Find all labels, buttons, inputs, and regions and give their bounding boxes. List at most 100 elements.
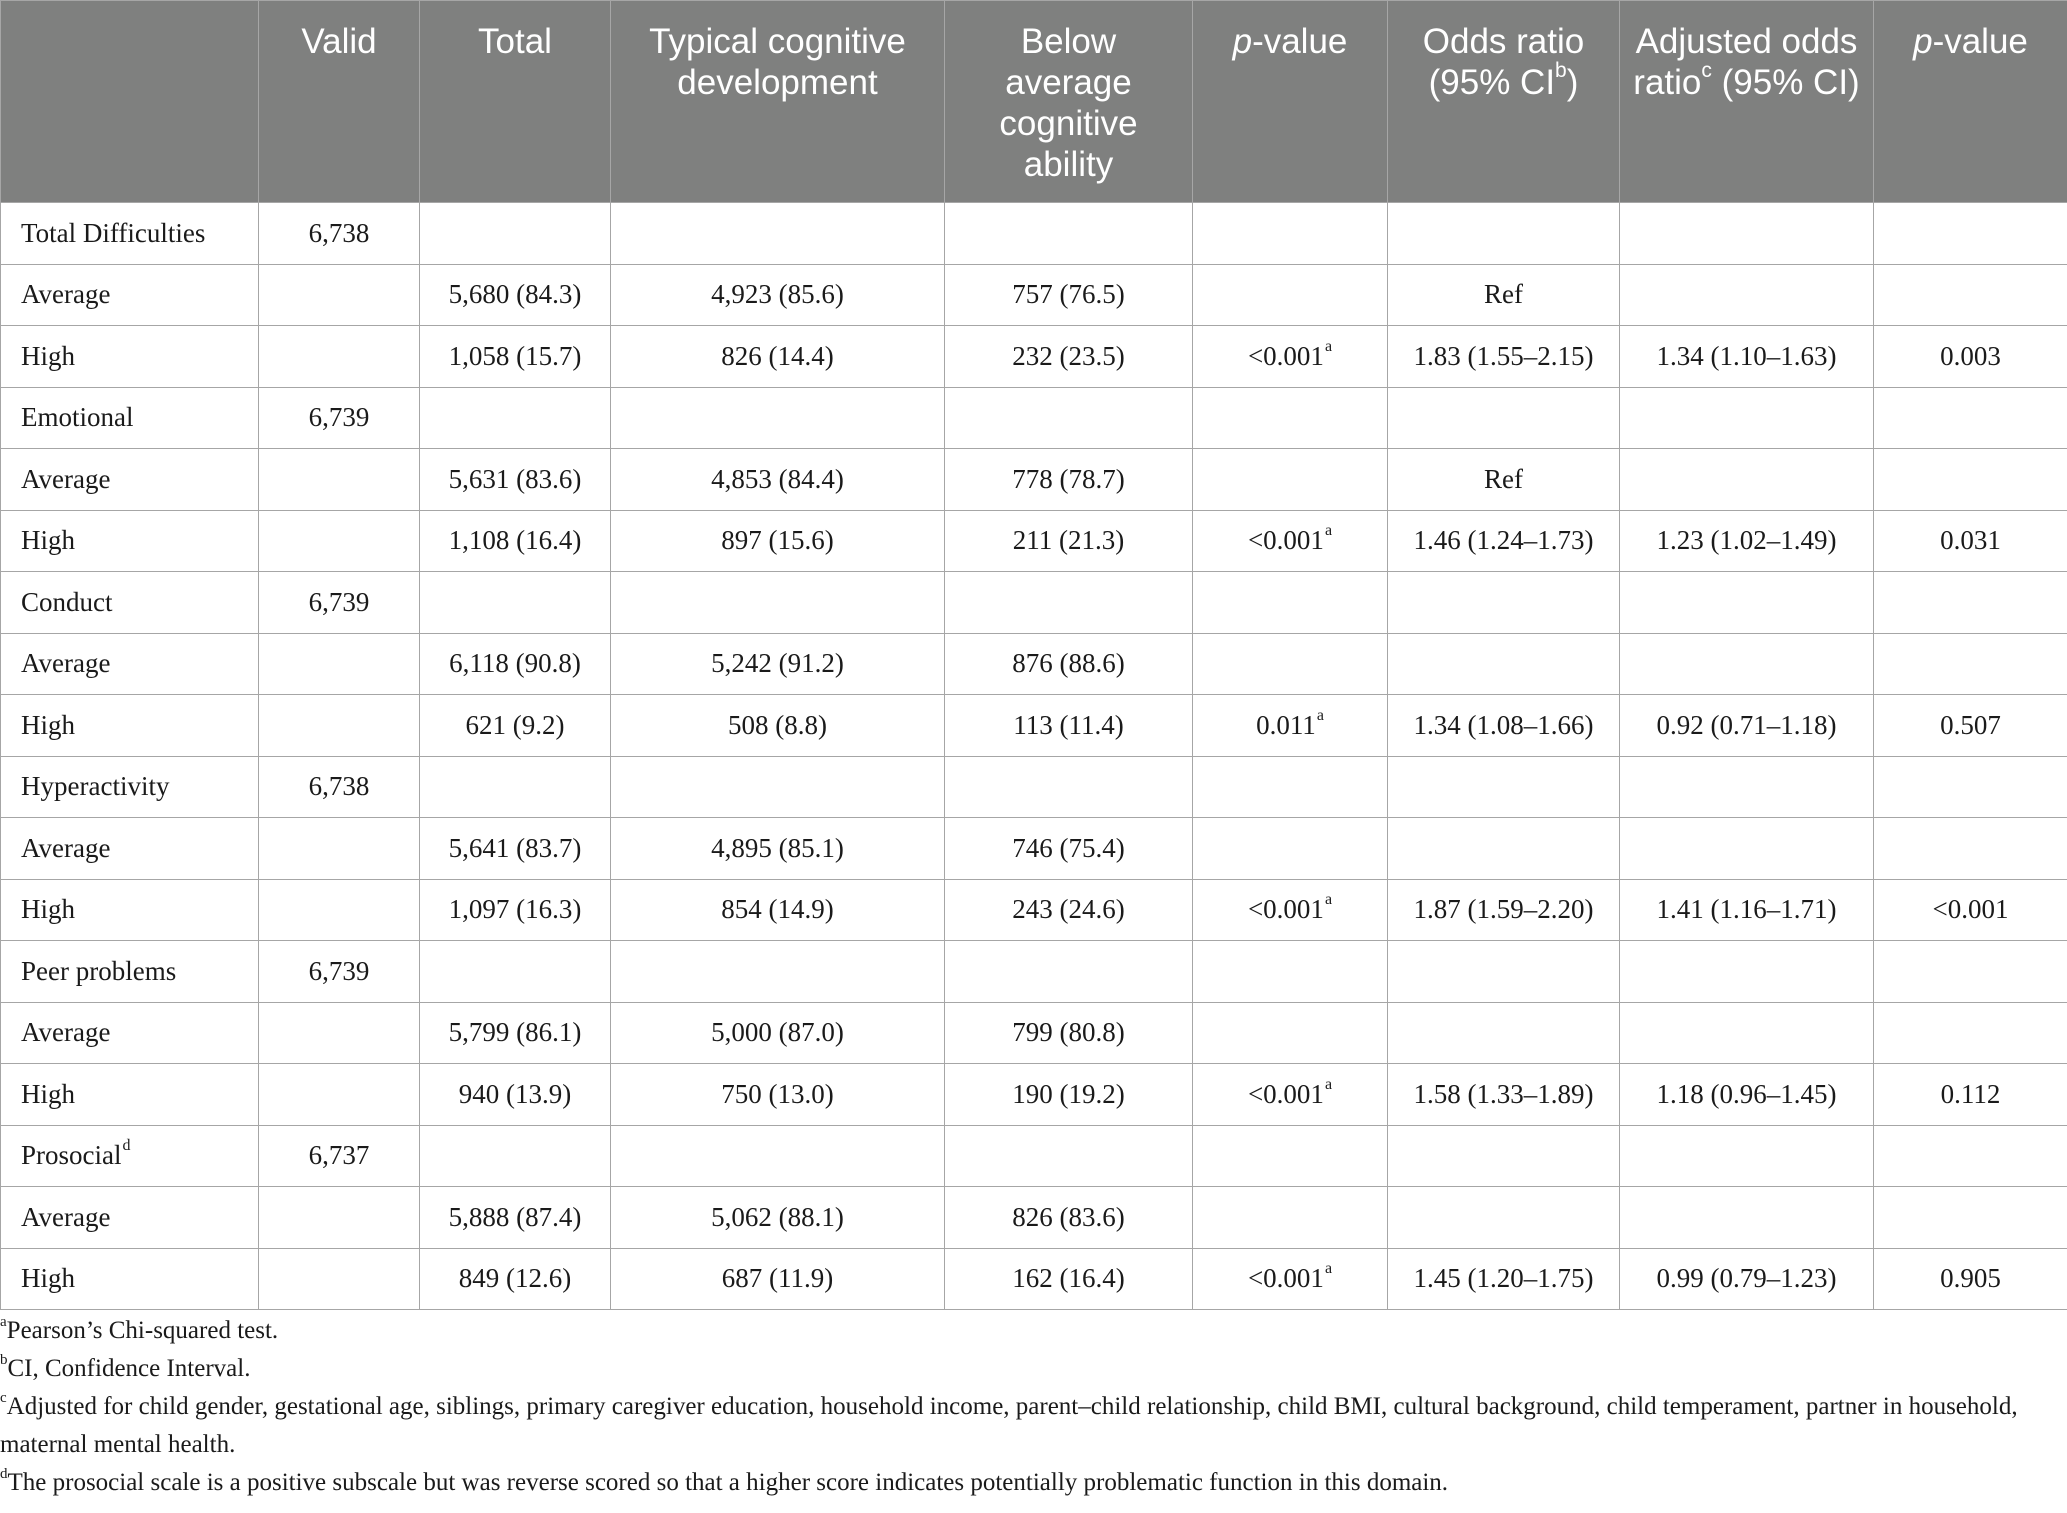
cell-below-average bbox=[944, 386, 1193, 449]
cell-adjusted-p-value bbox=[1873, 632, 2067, 695]
row-label: Average bbox=[0, 448, 259, 511]
cell-p-value bbox=[1192, 1124, 1388, 1187]
cell-odds-ratio bbox=[1387, 1124, 1620, 1187]
cell-below-average bbox=[944, 571, 1193, 634]
cell-adjusted-p-value bbox=[1873, 1124, 2067, 1187]
cell-p-value bbox=[1192, 263, 1388, 326]
cell-valid: 6,737 bbox=[258, 1124, 420, 1187]
cell-typical: 750 (13.0) bbox=[610, 1063, 945, 1126]
footnote: cAdjusted for child gender, gestational … bbox=[0, 1388, 2060, 1464]
cell-valid bbox=[258, 263, 420, 326]
cell-p-value bbox=[1192, 817, 1388, 880]
cell-odds-ratio bbox=[1387, 1186, 1620, 1249]
cell-typical: 826 (14.4) bbox=[610, 325, 945, 388]
cell-total: 5,888 (87.4) bbox=[419, 1186, 611, 1249]
cell-adjusted-odds-ratio: 1.41 (1.16–1.71) bbox=[1619, 878, 1874, 941]
cell-odds-ratio bbox=[1387, 632, 1620, 695]
row-label: Hyperactivity bbox=[0, 755, 259, 818]
cell-typical: 5,062 (88.1) bbox=[610, 1186, 945, 1249]
footnote-text: Pearson’s Chi-squared test. bbox=[6, 1317, 279, 1344]
cell-typical: 5,242 (91.2) bbox=[610, 632, 945, 695]
cell-total: 5,799 (86.1) bbox=[419, 1001, 611, 1064]
cell-p-value bbox=[1192, 448, 1388, 511]
cell-p-value: <0.001a bbox=[1192, 509, 1388, 572]
footnote-text: Adjusted for child gender, gestational a… bbox=[0, 1393, 2018, 1458]
cell-p-value bbox=[1192, 755, 1388, 818]
cell-p-value bbox=[1192, 1001, 1388, 1064]
row-label: Average bbox=[0, 632, 259, 695]
cell-odds-ratio: 1.87 (1.59–2.20) bbox=[1387, 878, 1620, 941]
cell-valid: 6,739 bbox=[258, 386, 420, 449]
row-label: Average bbox=[0, 1186, 259, 1249]
cell-below-average: 876 (88.6) bbox=[944, 632, 1193, 695]
cell-adjusted-odds-ratio bbox=[1619, 817, 1874, 880]
cell-valid bbox=[258, 632, 420, 695]
row-label: Average bbox=[0, 1001, 259, 1064]
cell-total: 5,680 (84.3) bbox=[419, 263, 611, 326]
cell-adjusted-odds-ratio bbox=[1619, 632, 1874, 695]
cell-total: 1,097 (16.3) bbox=[419, 878, 611, 941]
cell-odds-ratio: Ref bbox=[1387, 263, 1620, 326]
cell-valid: 6,739 bbox=[258, 571, 420, 634]
header-total: Total bbox=[419, 0, 611, 203]
cell-p-value: <0.001a bbox=[1192, 878, 1388, 941]
cell-total bbox=[419, 202, 611, 265]
footnote-text: CI, Confidence Interval. bbox=[7, 1355, 251, 1382]
cell-below-average: 211 (21.3) bbox=[944, 509, 1193, 572]
footnote-marker: a bbox=[1324, 522, 1333, 540]
footnote-marker: a bbox=[1324, 337, 1333, 355]
cell-adjusted-odds-ratio bbox=[1619, 202, 1874, 265]
header-row: Valid Total Typical cognitive developmen… bbox=[0, 0, 2067, 203]
cell-below-average: 243 (24.6) bbox=[944, 878, 1193, 941]
cell-odds-ratio bbox=[1387, 940, 1620, 1003]
cell-adjusted-odds-ratio bbox=[1619, 940, 1874, 1003]
cell-total: 621 (9.2) bbox=[419, 694, 611, 757]
cell-valid: 6,738 bbox=[258, 202, 420, 265]
table-row: Average 6,118 (90.8) 5,242 (91.2) 876 (88.6… bbox=[0, 632, 2067, 695]
cell-typical bbox=[610, 386, 945, 449]
cell-p-value: <0.001a bbox=[1192, 1063, 1388, 1126]
cell-valid bbox=[258, 694, 420, 757]
cell-below-average: 232 (23.5) bbox=[944, 325, 1193, 388]
table-row: Peer problems 6,739 bbox=[0, 940, 2067, 1003]
row-label: Average bbox=[0, 817, 259, 880]
header-valid: Valid bbox=[258, 0, 420, 203]
cell-odds-ratio bbox=[1387, 817, 1620, 880]
footnote: aPearson’s Chi-squared test. bbox=[0, 1312, 2060, 1350]
footnote: bCI, Confidence Interval. bbox=[0, 1350, 2060, 1388]
cell-odds-ratio bbox=[1387, 386, 1620, 449]
cell-total bbox=[419, 755, 611, 818]
cell-below-average: 190 (19.2) bbox=[944, 1063, 1193, 1126]
cell-adjusted-p-value bbox=[1873, 202, 2067, 265]
cell-odds-ratio: 1.83 (1.55–2.15) bbox=[1387, 325, 1620, 388]
cell-adjusted-p-value bbox=[1873, 448, 2067, 511]
cell-p-value bbox=[1192, 632, 1388, 695]
cell-valid bbox=[258, 448, 420, 511]
cell-adjusted-odds-ratio: 1.18 (0.96–1.45) bbox=[1619, 1063, 1874, 1126]
cell-total: 849 (12.6) bbox=[419, 1247, 611, 1310]
cell-valid bbox=[258, 509, 420, 572]
row-label: High bbox=[0, 1247, 259, 1310]
cell-adjusted-p-value: 0.507 bbox=[1873, 694, 2067, 757]
footnote-marker: a bbox=[1324, 891, 1333, 909]
cell-typical: 508 (8.8) bbox=[610, 694, 945, 757]
table-row: High 940 (13.9) 750 (13.0) 190 (19.2) <0.001… bbox=[0, 1063, 2067, 1126]
table-row: High 1,097 (16.3) 854 (14.9) 243 (24.6) <0.0… bbox=[0, 878, 2067, 941]
cell-typical: 4,895 (85.1) bbox=[610, 817, 945, 880]
cell-total bbox=[419, 571, 611, 634]
footnote-text: The prosocial scale is a positive subsca… bbox=[7, 1469, 1449, 1496]
cell-odds-ratio bbox=[1387, 202, 1620, 265]
cell-below-average: 799 (80.8) bbox=[944, 1001, 1193, 1064]
cell-typical: 4,853 (84.4) bbox=[610, 448, 945, 511]
cell-odds-ratio bbox=[1387, 1001, 1620, 1064]
footnote-mark: c bbox=[0, 1389, 7, 1406]
cell-total bbox=[419, 386, 611, 449]
cell-typical: 5,000 (87.0) bbox=[610, 1001, 945, 1064]
table-row: High 1,108 (16.4) 897 (15.6) 211 (21.3) <0.0… bbox=[0, 509, 2067, 572]
row-label: High bbox=[0, 694, 259, 757]
cell-p-value bbox=[1192, 571, 1388, 634]
cell-total: 6,118 (90.8) bbox=[419, 632, 611, 695]
table-header: Valid Total Typical cognitive developmen… bbox=[0, 0, 2067, 203]
cell-total: 1,058 (15.7) bbox=[419, 325, 611, 388]
cell-odds-ratio bbox=[1387, 571, 1620, 634]
